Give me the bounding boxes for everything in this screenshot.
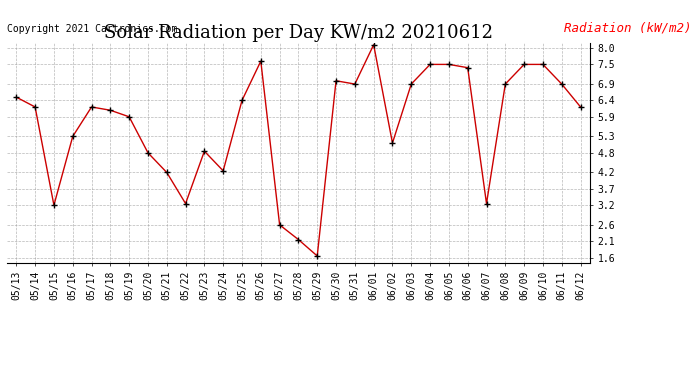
Text: Radiation (kW/m2): Radiation (kW/m2) xyxy=(564,21,690,34)
Text: Copyright 2021 Cartronics.com: Copyright 2021 Cartronics.com xyxy=(7,24,177,34)
Title: Solar Radiation per Day KW/m2 20210612: Solar Radiation per Day KW/m2 20210612 xyxy=(104,24,493,42)
